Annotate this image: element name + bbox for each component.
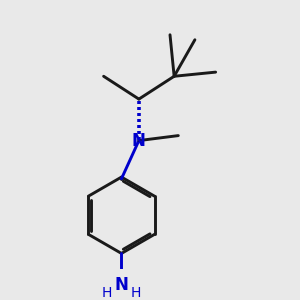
Text: N: N bbox=[115, 275, 128, 293]
Text: H: H bbox=[131, 286, 142, 300]
Text: N: N bbox=[132, 132, 146, 150]
Text: H: H bbox=[101, 286, 112, 300]
